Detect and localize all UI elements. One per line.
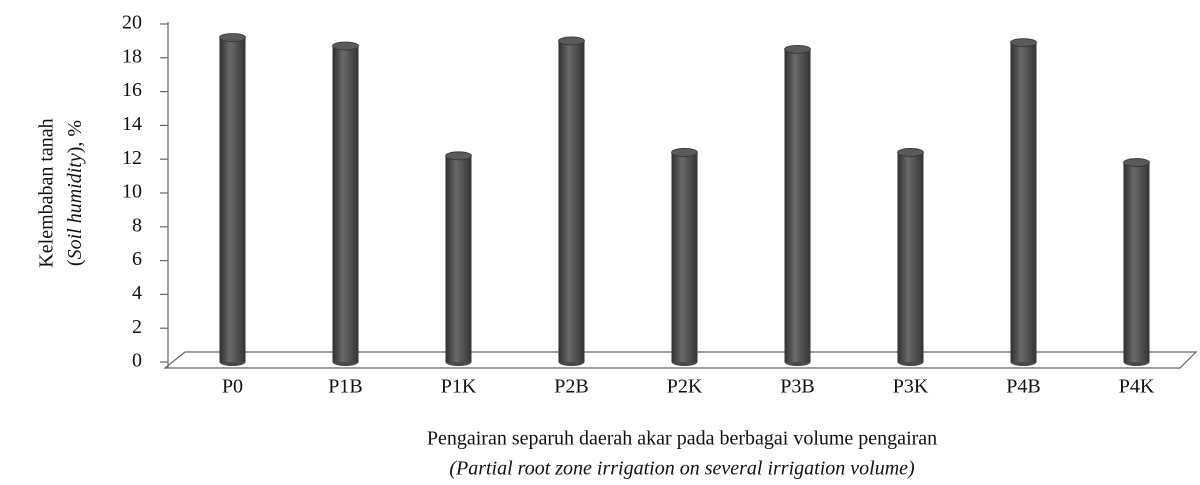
x-tick-label: P1B <box>328 376 362 398</box>
x-tick-label: P0 <box>222 376 243 398</box>
bar-top <box>219 33 246 42</box>
x-tick-label: P2K <box>667 376 703 398</box>
bar <box>1010 42 1037 363</box>
x-tick-label: P4B <box>1006 376 1040 398</box>
y-tick-label: 0 <box>132 350 142 372</box>
bar-top <box>671 148 698 157</box>
bar <box>219 37 246 363</box>
bar-top <box>897 148 924 157</box>
bar <box>558 40 585 363</box>
y-tick-label: 2 <box>132 316 142 338</box>
y-label-part: Soil humidity <box>64 153 86 259</box>
x-axis-label: Pengairan separuh daerah akar pada berba… <box>427 428 937 450</box>
bar-top <box>445 151 472 161</box>
bar-top <box>558 36 585 46</box>
bar-top <box>332 41 359 51</box>
x-tick-label: P1K <box>441 376 477 398</box>
bar-top <box>1123 158 1150 167</box>
bar <box>897 152 924 362</box>
y-tick-label: 10 <box>122 181 142 203</box>
bar-top <box>1010 38 1037 47</box>
y-tick-label: 12 <box>122 147 142 169</box>
x-axis-label: (Partial root zone irrigation on several… <box>449 458 915 480</box>
x-tick-label: P4K <box>1119 376 1155 398</box>
y-tick-label: 20 <box>122 12 142 34</box>
x-tick-label: P3K <box>893 376 929 398</box>
y-tick-label: 14 <box>122 113 142 135</box>
y-label-part: ), % <box>64 120 86 153</box>
y-axis-label: (Soil humidity), % <box>64 120 86 266</box>
bar <box>784 49 811 362</box>
y-tick-label: 8 <box>132 214 142 236</box>
x-tick-label: P2B <box>554 376 588 398</box>
bar <box>1123 162 1150 362</box>
bar-top <box>784 44 811 54</box>
y-axis-label: Kelembaban tanah <box>36 118 58 267</box>
floor <box>163 351 1198 369</box>
y-tick-label: 16 <box>122 79 142 101</box>
bar <box>671 152 698 362</box>
y-tick-label: 6 <box>132 248 142 270</box>
y-tick-label: 18 <box>122 45 142 67</box>
x-tick-label: P3B <box>780 376 814 398</box>
y-tick-label: 4 <box>132 282 142 304</box>
bar <box>332 45 359 362</box>
bar <box>445 155 472 362</box>
y-label-part: ( <box>64 259 86 266</box>
